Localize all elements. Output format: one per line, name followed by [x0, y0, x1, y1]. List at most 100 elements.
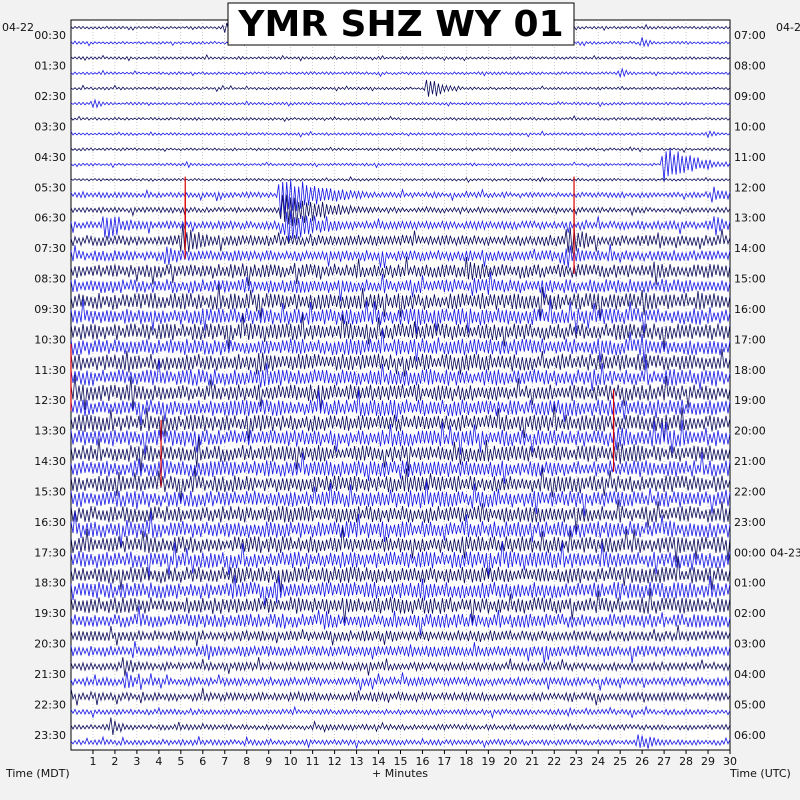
- left-time-label: 10:30: [34, 333, 66, 346]
- x-tick-label: 15: [394, 755, 408, 768]
- trace-row-23: [70, 359, 731, 392]
- left-time-label: 23:30: [34, 729, 66, 742]
- right-time-labels: 07:00 08:00 09:00 10:00 11:00 12:00 13:00 14:00…: [734, 29, 800, 742]
- right-time-label: 14:00: [734, 242, 766, 255]
- x-tick-label: 9: [265, 755, 272, 768]
- x-tick-label: 29: [701, 755, 715, 768]
- left-time-label: 18:30: [34, 577, 66, 590]
- right-time-label: 21:00: [734, 455, 766, 468]
- trace-row-19: [70, 299, 731, 335]
- right-time-label: 23:00: [734, 516, 766, 529]
- trace-row-40: [70, 624, 731, 647]
- trace-row-6: [70, 114, 731, 123]
- right-axis-label: Time (UTC): [729, 767, 791, 780]
- trace-row-35: [70, 541, 731, 578]
- x-tick-label: 28: [679, 755, 693, 768]
- trace-row-27: [70, 419, 731, 455]
- left-time-label: 20:30: [34, 638, 66, 651]
- date-left: 04-22: [2, 21, 34, 34]
- x-tick-label: 7: [221, 755, 228, 768]
- x-tick-label: 1: [89, 755, 96, 768]
- right-time-label: 00:00: [734, 546, 766, 559]
- x-tick-label: 3: [133, 755, 140, 768]
- left-time-label: 17:30: [34, 546, 66, 559]
- trace-row-9: [70, 148, 731, 182]
- left-time-label: 06:30: [34, 212, 66, 225]
- left-time-label: 01:30: [34, 60, 66, 73]
- x-tick-label: 21: [525, 755, 539, 768]
- left-time-label: 09:30: [34, 303, 66, 316]
- x-tick-label: 23: [569, 755, 583, 768]
- x-tick-label: 12: [328, 755, 342, 768]
- seismic-traces: [70, 22, 731, 750]
- trace-row-29: [70, 452, 731, 484]
- trace-row-15: [70, 243, 731, 268]
- trace-row-17: [70, 271, 731, 302]
- x-tick-label: 6: [199, 755, 206, 768]
- trace-row-5: [70, 98, 731, 109]
- title-box: [227, 2, 575, 46]
- trace-row-21: [70, 328, 731, 363]
- x-tick-label: 27: [657, 755, 671, 768]
- right-time-label: 04:00: [734, 668, 766, 681]
- plot-background: [70, 19, 731, 751]
- left-time-label: 08:30: [34, 273, 66, 286]
- right-time-label: 07:00: [734, 29, 766, 42]
- trace-row-39: [70, 606, 731, 636]
- x-tick-label: 20: [503, 755, 517, 768]
- trace-row-14: [70, 223, 731, 254]
- trace-row-11: [70, 179, 731, 217]
- x-tick-label: 14: [372, 755, 386, 768]
- date-right-mid: 04-23: [770, 546, 800, 559]
- left-time-label: 21:30: [34, 668, 66, 681]
- trace-row-36: [70, 556, 731, 593]
- left-time-label: 07:30: [34, 242, 66, 255]
- x-tick-label: 2: [111, 755, 118, 768]
- left-time-label: 22:30: [34, 698, 66, 711]
- right-time-label: 17:00: [734, 333, 766, 346]
- x-tick-label: 19: [481, 755, 495, 768]
- right-time-label: 11:00: [734, 151, 766, 164]
- right-time-label: 19:00: [734, 394, 766, 407]
- left-time-label: 11:30: [34, 364, 66, 377]
- right-time-label: 10:00: [734, 120, 766, 133]
- trace-row-44: [70, 687, 731, 706]
- x-tick-label: 16: [415, 755, 429, 768]
- trace-row-33: [70, 511, 731, 548]
- left-time-label: 02:30: [34, 90, 66, 103]
- left-time-label: 00:30: [34, 29, 66, 42]
- left-time-label: 14:30: [34, 455, 66, 468]
- trace-row-12: [70, 194, 731, 227]
- trace-row-13: [70, 210, 731, 243]
- left-time-label: 04:30: [34, 151, 66, 164]
- left-axis-label: Time (MDT): [5, 767, 70, 780]
- x-tick-label: 25: [613, 755, 627, 768]
- left-time-label: 03:30: [34, 120, 66, 133]
- trace-row-16: [70, 256, 731, 287]
- trace-row-25: [70, 389, 731, 425]
- left-time-label: 16:30: [34, 516, 66, 529]
- right-time-label: 09:00: [734, 90, 766, 103]
- left-time-label: 13:30: [34, 425, 66, 438]
- right-time-label: 03:00: [734, 638, 766, 651]
- trace-row-45: [70, 705, 731, 719]
- x-tick-label: 30: [723, 755, 737, 768]
- trace-row-20: [70, 313, 731, 350]
- x-tick-label: 18: [459, 755, 473, 768]
- x-tick-label: 17: [437, 755, 451, 768]
- trace-row-46: [70, 717, 731, 736]
- x-tick-label: 10: [284, 755, 298, 768]
- date-right-top: 04-2: [776, 21, 800, 34]
- trace-row-3: [70, 67, 731, 79]
- trace-row-47: [70, 734, 731, 750]
- trace-row-43: [70, 671, 731, 691]
- left-time-labels: 00:30 01:30 02:30 03:30 04:30 05:30 06:30 07:30…: [34, 29, 66, 742]
- right-time-label: 12:00: [734, 181, 766, 194]
- right-time-label: 18:00: [734, 364, 766, 377]
- trace-row-2: [70, 54, 731, 62]
- trace-row-26: [70, 404, 731, 442]
- right-time-label: 05:00: [734, 698, 766, 711]
- right-time-label: 02:00: [734, 607, 766, 620]
- trace-row-24: [70, 374, 731, 411]
